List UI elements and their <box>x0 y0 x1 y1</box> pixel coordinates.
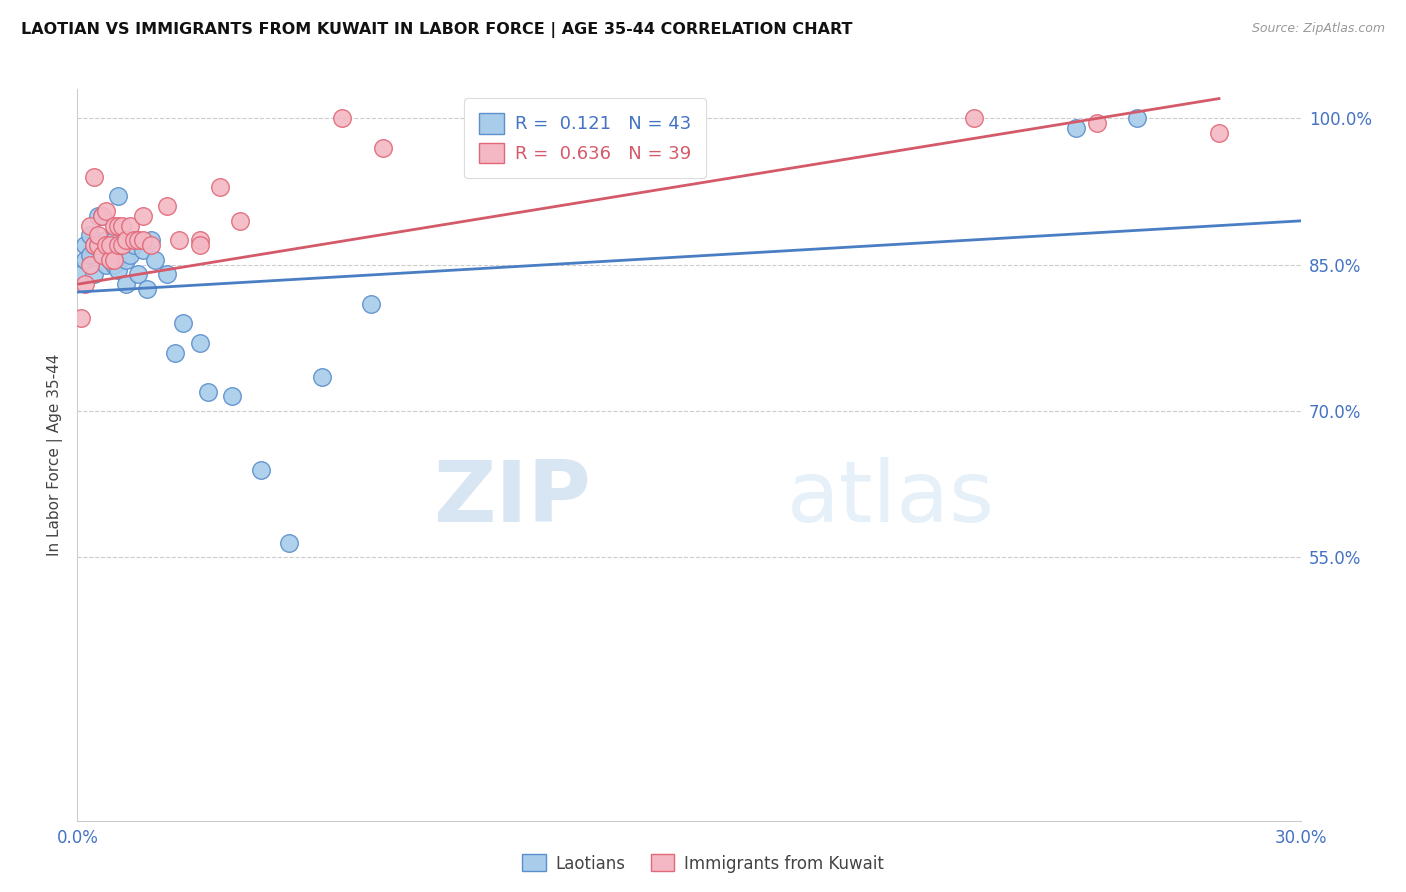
Legend: R =  0.121   N = 43, R =  0.636   N = 39: R = 0.121 N = 43, R = 0.636 N = 39 <box>464 98 706 178</box>
Point <box>83 169 105 184</box>
Point <box>172 316 194 330</box>
Point <box>120 219 142 233</box>
Point <box>111 238 134 252</box>
Point <box>75 277 97 292</box>
Point <box>156 199 179 213</box>
Point <box>127 233 149 247</box>
Point <box>208 179 231 194</box>
Point <box>1066 121 1088 136</box>
Point <box>115 277 138 292</box>
Point <box>596 112 619 126</box>
Point <box>70 268 93 282</box>
Point <box>79 258 101 272</box>
Text: ZIP: ZIP <box>433 458 591 541</box>
Point <box>107 262 129 277</box>
Point <box>79 248 101 262</box>
Point <box>197 384 219 399</box>
Point <box>111 238 134 252</box>
Point <box>143 252 166 267</box>
Point <box>98 252 121 267</box>
Point <box>94 233 117 247</box>
Point <box>371 141 394 155</box>
Point <box>90 248 112 262</box>
Point <box>124 233 146 247</box>
Point <box>169 233 191 247</box>
Point <box>87 238 110 252</box>
Point <box>221 389 243 403</box>
Point <box>111 219 134 233</box>
Y-axis label: In Labor Force | Age 35-44: In Labor Force | Age 35-44 <box>48 354 63 556</box>
Point <box>98 252 121 267</box>
Point <box>90 209 112 223</box>
Point <box>79 219 101 233</box>
Point <box>115 233 138 247</box>
Point <box>311 370 333 384</box>
Point <box>90 238 112 252</box>
Point <box>115 252 138 267</box>
Point <box>156 268 179 282</box>
Point <box>94 238 117 252</box>
Point <box>188 238 211 252</box>
Point <box>94 258 117 272</box>
Point <box>75 238 97 252</box>
Point <box>1126 112 1149 126</box>
Text: atlas: atlas <box>787 458 995 541</box>
Point <box>250 462 273 476</box>
Text: LAOTIAN VS IMMIGRANTS FROM KUWAIT IN LABOR FORCE | AGE 35-44 CORRELATION CHART: LAOTIAN VS IMMIGRANTS FROM KUWAIT IN LAB… <box>21 22 852 38</box>
Point <box>131 209 153 223</box>
Point <box>87 228 110 243</box>
Point <box>103 252 125 267</box>
Point <box>107 238 129 252</box>
Point <box>963 112 986 126</box>
Point <box>98 238 121 252</box>
Point <box>474 151 496 165</box>
Point <box>165 345 187 359</box>
Point <box>131 233 153 247</box>
Point <box>107 219 129 233</box>
Point <box>87 238 110 252</box>
Point <box>107 189 129 203</box>
Point <box>90 248 112 262</box>
Point <box>103 233 125 247</box>
Point <box>83 268 105 282</box>
Point <box>278 535 301 549</box>
Point <box>139 233 162 247</box>
Legend: Laotians, Immigrants from Kuwait: Laotians, Immigrants from Kuwait <box>516 847 890 880</box>
Point <box>131 243 153 257</box>
Point <box>79 228 101 243</box>
Point <box>188 335 211 350</box>
Point <box>87 209 110 223</box>
Point <box>1085 116 1108 130</box>
Point <box>70 311 93 326</box>
Point <box>103 258 125 272</box>
Point <box>83 238 105 252</box>
Point <box>360 297 382 311</box>
Point <box>90 209 112 223</box>
Point <box>1208 126 1230 140</box>
Point <box>188 233 211 247</box>
Point <box>83 238 105 252</box>
Point <box>120 248 142 262</box>
Point <box>127 268 149 282</box>
Point <box>94 204 117 219</box>
Point <box>103 219 125 233</box>
Point <box>135 282 157 296</box>
Point <box>332 112 354 126</box>
Point <box>229 214 252 228</box>
Point <box>75 252 97 267</box>
Point <box>98 238 121 252</box>
Text: Source: ZipAtlas.com: Source: ZipAtlas.com <box>1251 22 1385 36</box>
Point <box>139 238 162 252</box>
Point <box>124 238 146 252</box>
